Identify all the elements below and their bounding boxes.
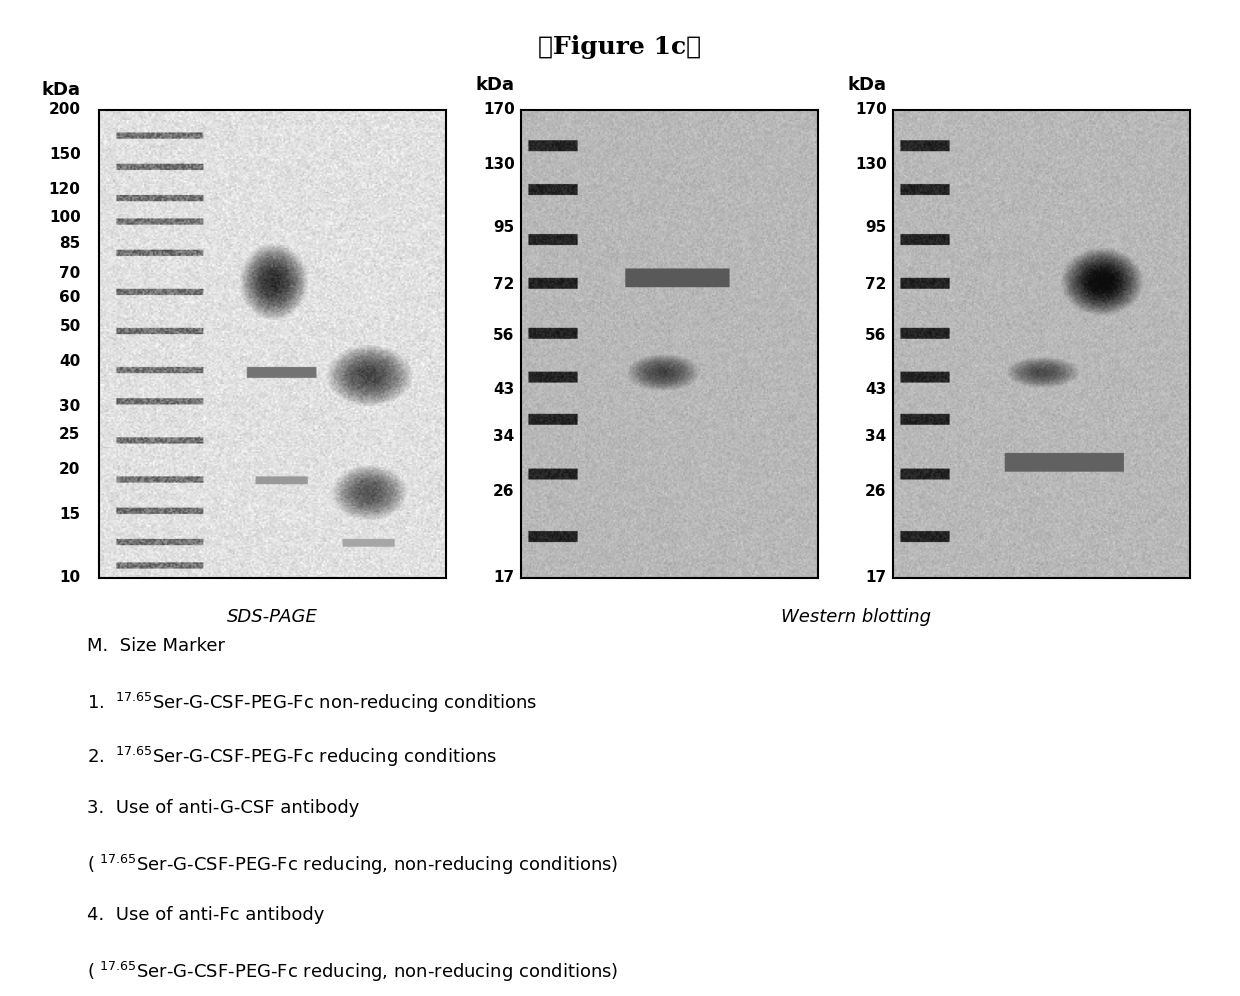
Text: 30: 30 bbox=[60, 398, 81, 413]
Text: kDa: kDa bbox=[42, 81, 81, 99]
Text: kDa: kDa bbox=[848, 76, 887, 94]
Text: 72: 72 bbox=[494, 277, 515, 292]
Text: 95: 95 bbox=[494, 220, 515, 235]
Text: 50: 50 bbox=[60, 319, 81, 334]
Text: 72: 72 bbox=[866, 277, 887, 292]
Text: 20: 20 bbox=[60, 462, 81, 477]
Text: 85: 85 bbox=[60, 236, 81, 251]
Text: 1.  $^{17.65}$Ser-G-CSF-PEG-Fc non-reducing conditions: 1. $^{17.65}$Ser-G-CSF-PEG-Fc non-reduci… bbox=[87, 691, 537, 715]
Text: 170: 170 bbox=[854, 102, 887, 118]
Text: 60: 60 bbox=[60, 290, 81, 305]
Text: kDa: kDa bbox=[476, 76, 515, 94]
Text: 170: 170 bbox=[482, 102, 515, 118]
Text: 2.  $^{17.65}$Ser-G-CSF-PEG-Fc reducing conditions: 2. $^{17.65}$Ser-G-CSF-PEG-Fc reducing c… bbox=[87, 745, 497, 769]
Text: 40: 40 bbox=[60, 354, 81, 369]
Text: Western blotting: Western blotting bbox=[781, 608, 930, 625]
Text: 150: 150 bbox=[48, 147, 81, 162]
Text: 34: 34 bbox=[494, 429, 515, 444]
Text: 70: 70 bbox=[60, 266, 81, 281]
Text: 17: 17 bbox=[866, 570, 887, 586]
Text: 130: 130 bbox=[854, 156, 887, 171]
Text: 100: 100 bbox=[48, 210, 81, 225]
Text: SDS-PAGE: SDS-PAGE bbox=[227, 608, 319, 625]
Text: 17: 17 bbox=[494, 570, 515, 586]
Text: 26: 26 bbox=[494, 484, 515, 499]
Text: 26: 26 bbox=[866, 484, 887, 499]
Text: M.  Size Marker: M. Size Marker bbox=[87, 637, 224, 655]
Text: 43: 43 bbox=[866, 381, 887, 396]
Text: ( $^{17.65}$Ser-G-CSF-PEG-Fc reducing, non-reducing conditions): ( $^{17.65}$Ser-G-CSF-PEG-Fc reducing, n… bbox=[87, 960, 619, 984]
Text: 43: 43 bbox=[494, 381, 515, 396]
Text: 3.  Use of anti-G-CSF antibody: 3. Use of anti-G-CSF antibody bbox=[87, 799, 360, 817]
Text: 56: 56 bbox=[866, 328, 887, 343]
Text: 56: 56 bbox=[494, 328, 515, 343]
Text: 10: 10 bbox=[60, 570, 81, 586]
Text: 200: 200 bbox=[48, 102, 81, 118]
Text: 【Figure 1c】: 【Figure 1c】 bbox=[538, 35, 702, 59]
Text: 4.  Use of anti-Fc antibody: 4. Use of anti-Fc antibody bbox=[87, 906, 324, 924]
Text: 15: 15 bbox=[60, 507, 81, 522]
Text: 130: 130 bbox=[482, 156, 515, 171]
Text: ( $^{17.65}$Ser-G-CSF-PEG-Fc reducing, non-reducing conditions): ( $^{17.65}$Ser-G-CSF-PEG-Fc reducing, n… bbox=[87, 853, 619, 876]
Text: 95: 95 bbox=[866, 220, 887, 235]
Text: 120: 120 bbox=[48, 182, 81, 197]
Text: 34: 34 bbox=[866, 429, 887, 444]
Text: 25: 25 bbox=[60, 427, 81, 442]
